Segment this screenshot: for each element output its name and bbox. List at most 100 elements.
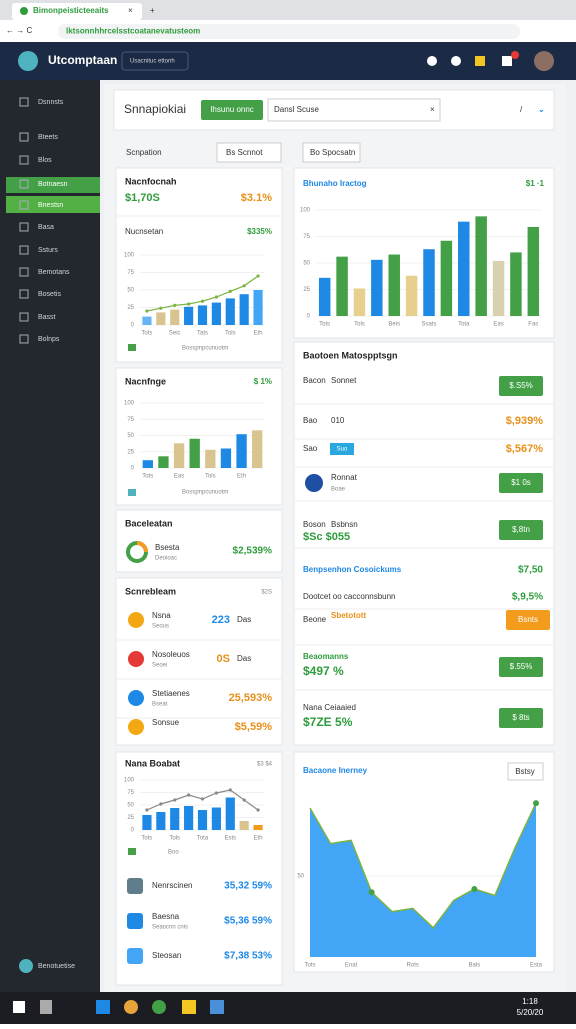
row-icon: [128, 719, 144, 735]
button[interactable]: [499, 473, 543, 493]
chip[interactable]: [302, 142, 361, 163]
button[interactable]: [499, 520, 543, 540]
app[interactable]: [96, 1000, 110, 1014]
bar: [440, 240, 453, 316]
tab-close[interactable]: ×: [128, 6, 133, 15]
app[interactable]: [182, 1000, 196, 1014]
avatar[interactable]: [534, 51, 554, 71]
subvalue: $335%: [247, 227, 272, 236]
search-input[interactable]: [267, 98, 441, 122]
bar: [156, 312, 166, 325]
button[interactable]: [499, 657, 543, 677]
sidebar-footer[interactable]: Benotuetise: [38, 963, 75, 970]
nav-item[interactable]: Dsnnsts: [38, 99, 64, 106]
trend-point: [200, 797, 205, 801]
row-sub: Seaocnn cnis: [152, 925, 188, 931]
row-value: $,9,5%: [512, 592, 543, 603]
app[interactable]: [124, 1000, 138, 1014]
button-label: $1 0s: [511, 478, 531, 487]
new-tab[interactable]: +: [150, 6, 155, 15]
row-unit: Das: [237, 654, 251, 663]
nav-item[interactable]: Basst: [38, 314, 56, 321]
dropdown[interactable]: [216, 142, 282, 163]
donut-segment: [136, 541, 148, 553]
bar: [211, 807, 221, 830]
tab[interactable]: [12, 3, 142, 20]
row-label: Beone: [303, 615, 327, 624]
bar: [423, 249, 435, 316]
nav-item[interactable]: Bemotans: [38, 269, 70, 276]
button-label: Bsnts: [518, 615, 538, 624]
y-tick-label: 25: [303, 287, 310, 293]
button[interactable]: [507, 762, 544, 781]
card-title: Bacaone Inerney: [303, 766, 368, 775]
nav-item[interactable]: Basa: [38, 224, 54, 231]
card-title: Scnrebleam: [125, 586, 176, 596]
icon[interactable]: [475, 56, 485, 66]
nav-item[interactable]: Blos: [38, 157, 52, 164]
expand[interactable]: ⌄: [538, 105, 545, 114]
bar: [156, 812, 166, 830]
primary-button[interactable]: [201, 100, 263, 120]
app[interactable]: [152, 1000, 166, 1014]
nav-icon: [19, 334, 29, 344]
header-search[interactable]: [121, 51, 189, 71]
card: [115, 751, 283, 986]
button-label: Bstsy: [515, 767, 535, 776]
nav-icon: [19, 97, 29, 107]
x-tick-label: Seic: [169, 331, 181, 337]
x-tick-label: Eth: [254, 331, 263, 337]
row-label: Nenrscinen: [152, 881, 192, 890]
x-tick-label: Eas: [174, 474, 184, 480]
address-bar[interactable]: [58, 24, 520, 39]
app[interactable]: [40, 1000, 52, 1014]
area-line: [309, 802, 537, 929]
section-title: Benpsenhon Cosoickums: [303, 565, 402, 574]
nav-item[interactable]: Ssturs: [38, 247, 58, 254]
icon[interactable]: [451, 56, 461, 66]
bar: [458, 221, 470, 316]
value: $2,539%: [233, 546, 273, 557]
icon[interactable]: [427, 56, 437, 66]
y-tick-label: 0: [131, 323, 135, 329]
bar: [197, 305, 208, 325]
row-value: 0S: [217, 653, 230, 665]
url: lktsonnhhrcelsstcoatanevatusteom: [66, 27, 200, 36]
edit[interactable]: /: [520, 105, 523, 114]
icon[interactable]: [502, 56, 512, 66]
bar: [173, 443, 185, 468]
nav-item[interactable]: Bolnps: [38, 336, 60, 343]
row-label: Nana Ceiaaied: [303, 703, 356, 712]
row-icon: [128, 651, 144, 667]
app[interactable]: [210, 1000, 224, 1014]
nav-icon: [19, 222, 29, 232]
bar: [142, 460, 153, 468]
y-tick-label: 50: [297, 874, 304, 880]
clear[interactable]: ×: [430, 105, 435, 114]
y-tick-label: 25: [127, 815, 134, 821]
x-tick-label: Tots: [319, 322, 330, 328]
nav-item[interactable]: Bosetis: [38, 291, 61, 298]
trend-point: [228, 289, 232, 293]
row-sub: Seoei: [152, 663, 167, 669]
row-label: Beaomanns: [303, 652, 349, 661]
row-value: $497 %: [303, 664, 344, 678]
button[interactable]: [499, 376, 543, 396]
nav-buttons[interactable]: ← → C: [6, 26, 32, 35]
nav-item[interactable]: Bteets: [38, 134, 58, 141]
button[interactable]: [506, 610, 550, 630]
nav-item[interactable]: Bnestsn: [38, 202, 63, 209]
bar: [225, 298, 235, 325]
button[interactable]: [499, 708, 543, 728]
legend-swatch: [128, 489, 136, 496]
x-tick-label: Tols: [354, 322, 365, 328]
start[interactable]: [13, 1001, 25, 1013]
y-tick-label: 0: [131, 466, 135, 472]
bar: [527, 226, 540, 316]
nav-item[interactable]: Botnaesn: [38, 181, 68, 188]
active-subitem: [6, 196, 100, 213]
row-value: $7ZE 5%: [303, 715, 353, 729]
y-tick-label: 0: [307, 314, 311, 320]
primary-button-label: Ihsunu onnc: [210, 105, 254, 114]
